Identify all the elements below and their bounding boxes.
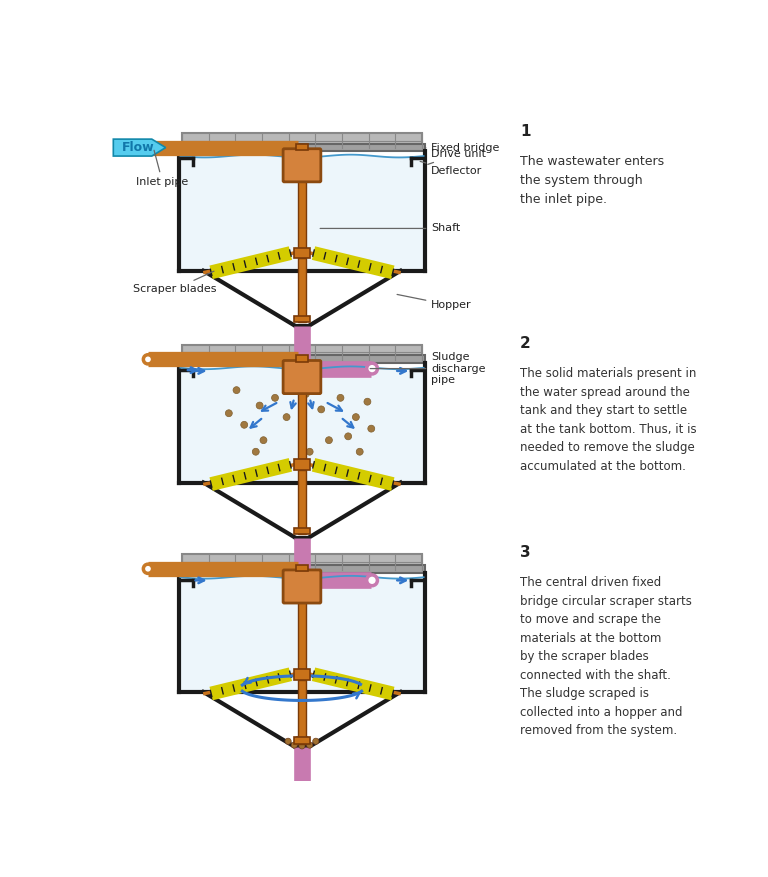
Circle shape xyxy=(253,448,260,455)
Polygon shape xyxy=(180,156,424,271)
Bar xyxy=(298,259,306,323)
Text: Sludge discharge: Sludge discharge xyxy=(368,788,482,800)
Text: 1: 1 xyxy=(520,124,531,139)
Circle shape xyxy=(366,575,377,586)
Bar xyxy=(179,144,425,152)
Text: The solid materials present in
the water spread around the
tank and they start t: The solid materials present in the water… xyxy=(520,367,697,473)
Circle shape xyxy=(356,448,363,455)
Circle shape xyxy=(306,448,313,455)
Circle shape xyxy=(225,410,232,417)
FancyBboxPatch shape xyxy=(283,149,321,182)
Bar xyxy=(296,144,308,150)
Text: Fixed bridge: Fixed bridge xyxy=(425,143,500,153)
Text: The central driven fixed
bridge circular scraper starts
to move and scrape the
m: The central driven fixed bridge circular… xyxy=(520,576,692,738)
FancyArrow shape xyxy=(114,139,166,156)
Bar xyxy=(298,470,306,534)
Circle shape xyxy=(368,425,375,432)
Circle shape xyxy=(294,737,300,743)
Polygon shape xyxy=(180,577,424,692)
Circle shape xyxy=(318,406,325,413)
Circle shape xyxy=(313,738,319,745)
Text: Shaft: Shaft xyxy=(320,224,461,233)
Bar xyxy=(179,355,425,363)
Circle shape xyxy=(144,564,153,574)
Bar xyxy=(296,565,308,571)
Text: 3: 3 xyxy=(520,545,531,560)
Text: Sludge
discharge
pipe: Sludge discharge pipe xyxy=(370,352,486,385)
Bar xyxy=(293,247,310,259)
Text: Drive unit: Drive unit xyxy=(428,149,486,164)
Circle shape xyxy=(353,414,359,421)
Bar xyxy=(182,133,422,148)
Text: Deflector: Deflector xyxy=(420,161,482,176)
Circle shape xyxy=(144,354,153,364)
Bar xyxy=(179,565,425,573)
Circle shape xyxy=(345,433,352,439)
Circle shape xyxy=(326,437,333,444)
Text: Scraper blades: Scraper blades xyxy=(133,271,216,295)
Text: Hopper: Hopper xyxy=(397,295,472,310)
Circle shape xyxy=(303,737,310,743)
Bar xyxy=(298,181,306,247)
Circle shape xyxy=(125,142,130,146)
Bar xyxy=(293,528,310,534)
Circle shape xyxy=(364,398,371,405)
Bar xyxy=(298,602,306,669)
Circle shape xyxy=(136,144,141,148)
FancyBboxPatch shape xyxy=(283,570,321,603)
Circle shape xyxy=(366,363,377,374)
Circle shape xyxy=(366,784,377,795)
Bar xyxy=(293,460,310,470)
Bar xyxy=(182,345,422,360)
FancyBboxPatch shape xyxy=(283,360,321,394)
FancyArrow shape xyxy=(386,784,472,802)
Text: The wastewater enters
the system through
the inlet pipe.: The wastewater enters the system through… xyxy=(520,155,664,206)
Bar xyxy=(293,669,310,680)
Bar xyxy=(293,738,310,744)
Circle shape xyxy=(306,742,313,748)
Circle shape xyxy=(303,390,310,397)
Circle shape xyxy=(128,140,133,146)
Circle shape xyxy=(131,147,136,153)
Bar xyxy=(298,680,306,744)
Circle shape xyxy=(121,146,125,152)
Circle shape xyxy=(257,402,263,409)
Text: 2: 2 xyxy=(520,336,531,351)
Circle shape xyxy=(299,743,305,749)
Polygon shape xyxy=(180,367,424,482)
Circle shape xyxy=(144,143,153,153)
Circle shape xyxy=(233,387,240,394)
Circle shape xyxy=(285,738,291,745)
Circle shape xyxy=(283,414,290,421)
Circle shape xyxy=(337,395,344,402)
Bar xyxy=(182,554,422,569)
Bar xyxy=(293,317,310,323)
Circle shape xyxy=(260,437,267,444)
Bar xyxy=(298,392,306,460)
Circle shape xyxy=(240,421,248,428)
Text: Flow: Flow xyxy=(121,141,154,154)
Bar xyxy=(296,355,308,361)
Circle shape xyxy=(272,395,279,402)
Circle shape xyxy=(291,742,297,748)
Text: Inlet pipe: Inlet pipe xyxy=(137,150,189,188)
